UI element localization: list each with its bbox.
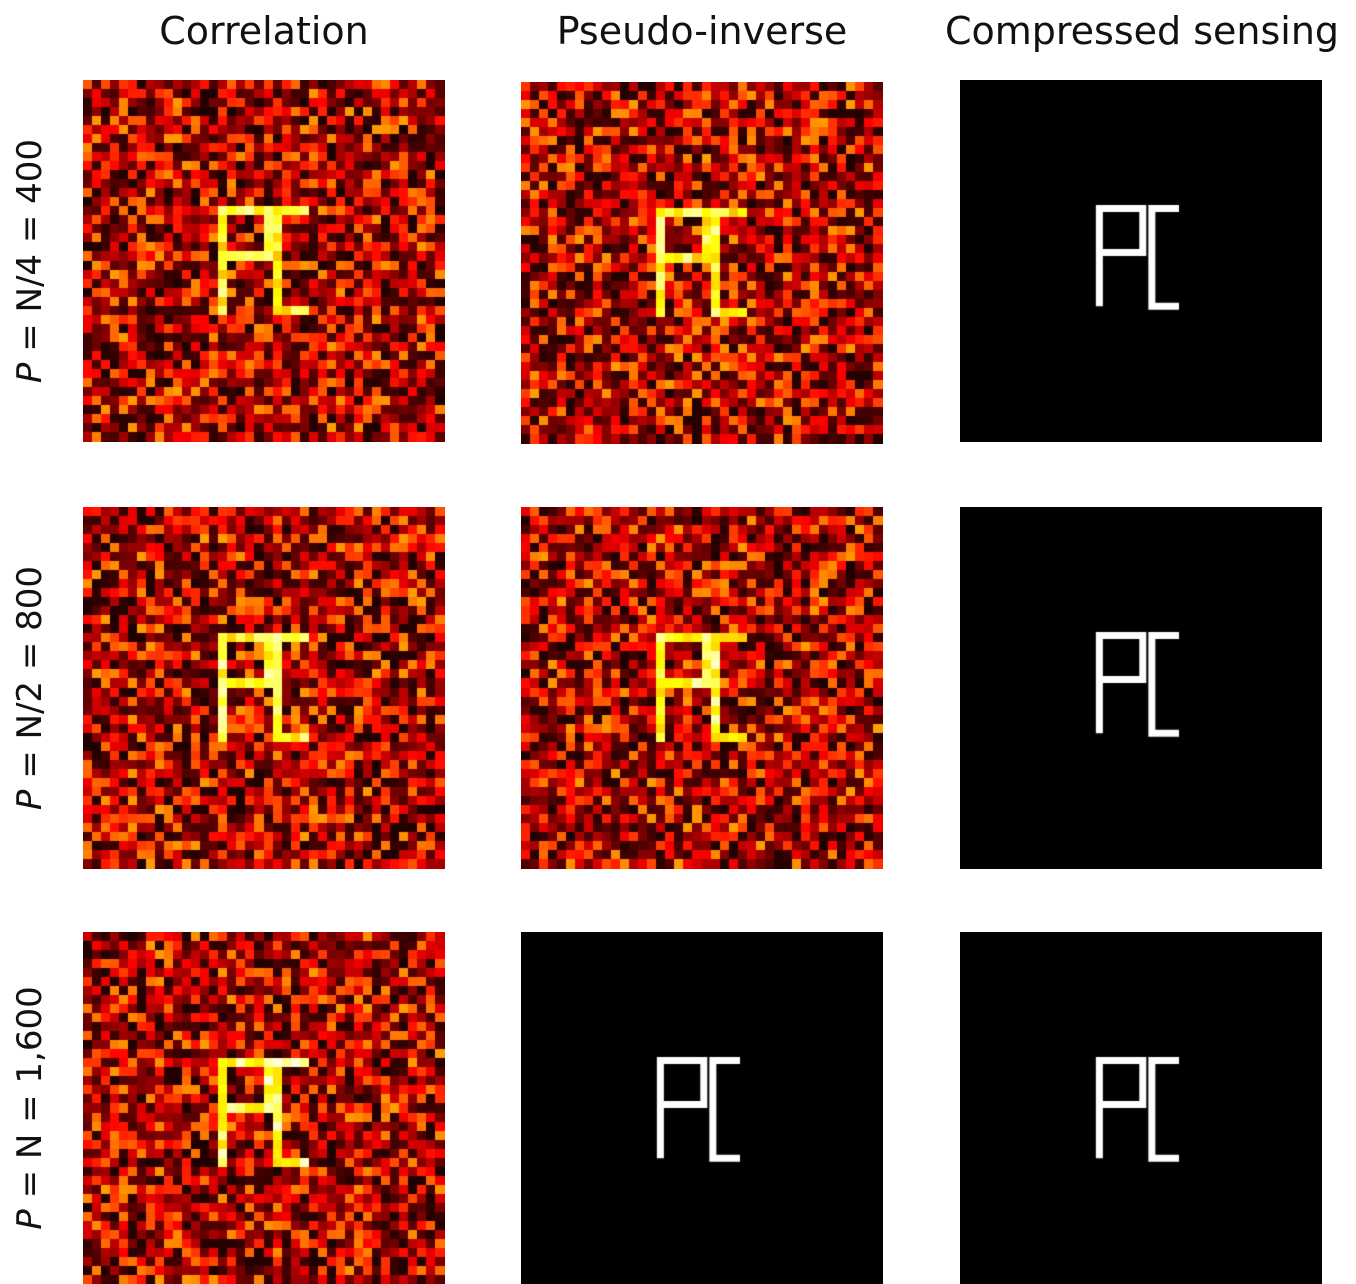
panel-correlation-quarter <box>83 80 445 442</box>
column-title-compressed-sensing: Compressed sensing <box>944 9 1340 53</box>
panel-pseudo-inverse-full <box>521 932 883 1284</box>
column-title-correlation: Correlation <box>159 9 369 53</box>
panel-compressed-sensing-half <box>960 507 1322 869</box>
column-title-pseudo-inverse: Pseudo-inverse <box>556 9 848 53</box>
row-label-half: P = N/2 = 800 <box>10 565 51 811</box>
panel-compressed-sensing-quarter <box>960 80 1322 442</box>
panel-pseudo-inverse-half <box>521 507 883 869</box>
panel-correlation-half <box>83 507 445 869</box>
panel-compressed-sensing-full <box>960 932 1322 1284</box>
row-label-quarter: P = N/4 = 400 <box>10 138 51 384</box>
panel-pseudo-inverse-quarter <box>521 82 883 444</box>
panel-correlation-full <box>83 932 445 1284</box>
row-label-full: P = N = 1,600 <box>10 986 50 1230</box>
